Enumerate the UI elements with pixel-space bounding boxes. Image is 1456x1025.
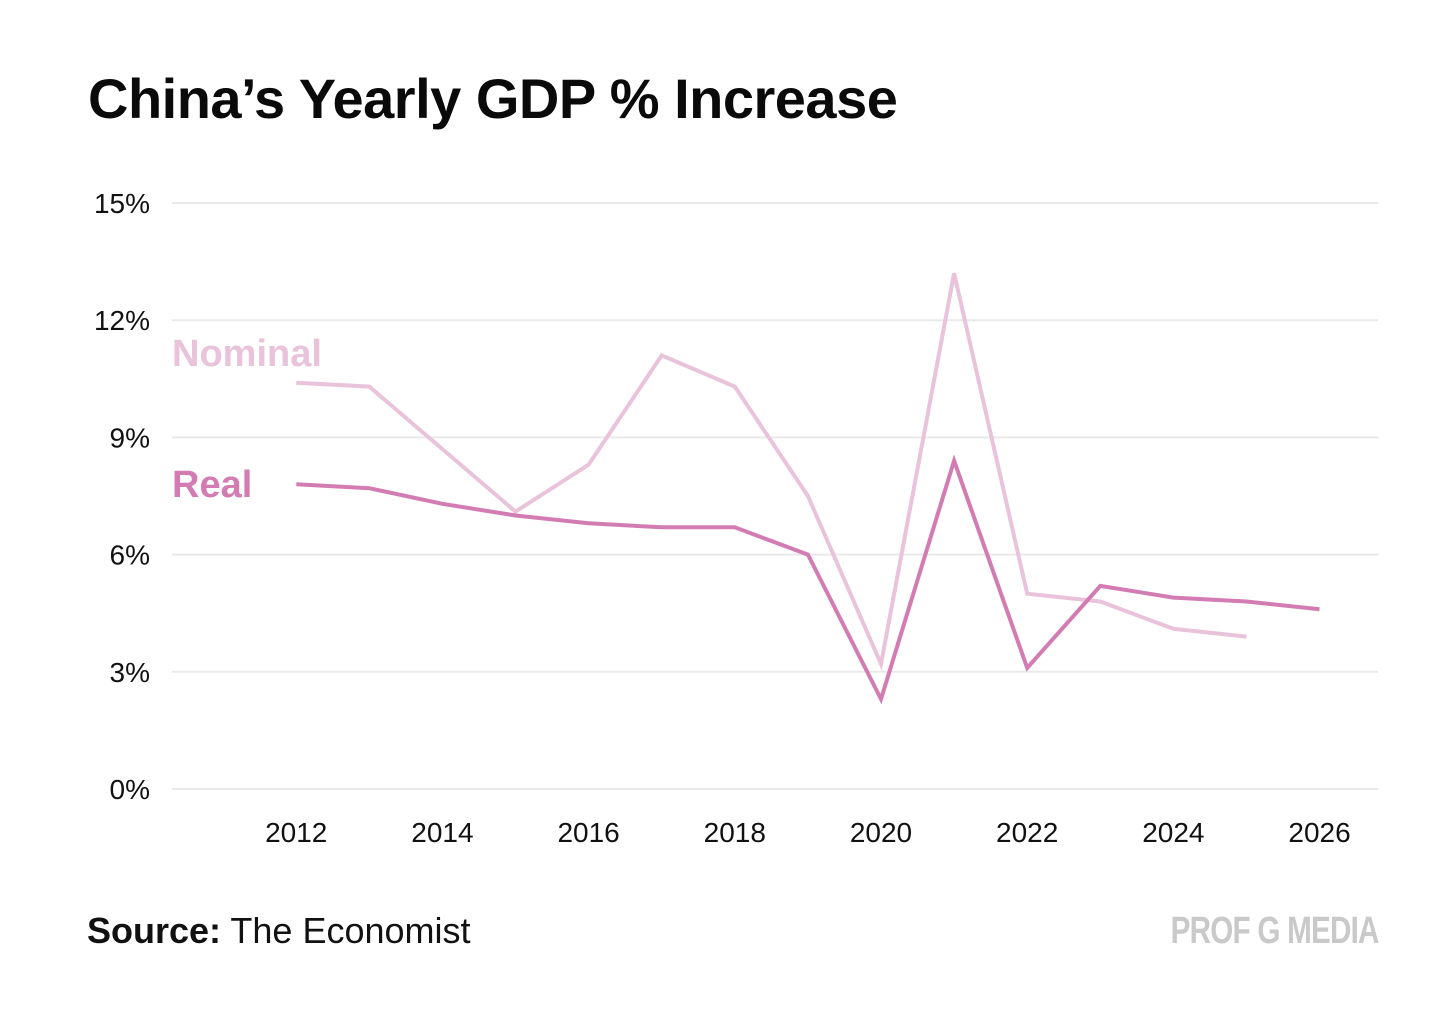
source-note: Source: The Economist bbox=[87, 910, 471, 952]
y-tick-label: 15% bbox=[94, 188, 150, 219]
x-tick-label: 2022 bbox=[996, 817, 1058, 848]
y-tick-label: 12% bbox=[94, 305, 150, 336]
x-tick-label: 2016 bbox=[557, 817, 619, 848]
series-label-real: Real bbox=[172, 464, 252, 506]
series-label-nominal: Nominal bbox=[172, 333, 322, 375]
x-tick-label: 2014 bbox=[411, 817, 473, 848]
y-tick-label: 9% bbox=[110, 422, 150, 453]
series-line-real bbox=[296, 454, 1320, 705]
x-tick-label: 2018 bbox=[704, 817, 766, 848]
x-tick-label: 2026 bbox=[1288, 817, 1350, 848]
x-tick-label: 2020 bbox=[850, 817, 912, 848]
chart-title: China’s Yearly GDP % Increase bbox=[88, 67, 898, 130]
y-tick-label: 6% bbox=[110, 540, 150, 571]
x-tick-label: 2012 bbox=[265, 817, 327, 848]
x-tick-label: 2024 bbox=[1142, 817, 1204, 848]
series-lines bbox=[296, 272, 1320, 705]
source-label: Source: bbox=[87, 910, 222, 951]
brand-logo: PROF G MEDIA bbox=[1170, 910, 1380, 952]
gridlines bbox=[172, 202, 1378, 790]
y-tick-label: 3% bbox=[110, 657, 150, 688]
x-axis-ticks: 2012 2014 2016 2018 2020 2022 2024 2026 bbox=[265, 817, 1351, 848]
y-tick-label: 0% bbox=[110, 774, 150, 805]
series-line-nominal bbox=[296, 272, 1247, 671]
y-axis-ticks: 0% 3% 6% 9% 12% 15% bbox=[94, 188, 150, 805]
source-text: The Economist bbox=[230, 910, 471, 951]
